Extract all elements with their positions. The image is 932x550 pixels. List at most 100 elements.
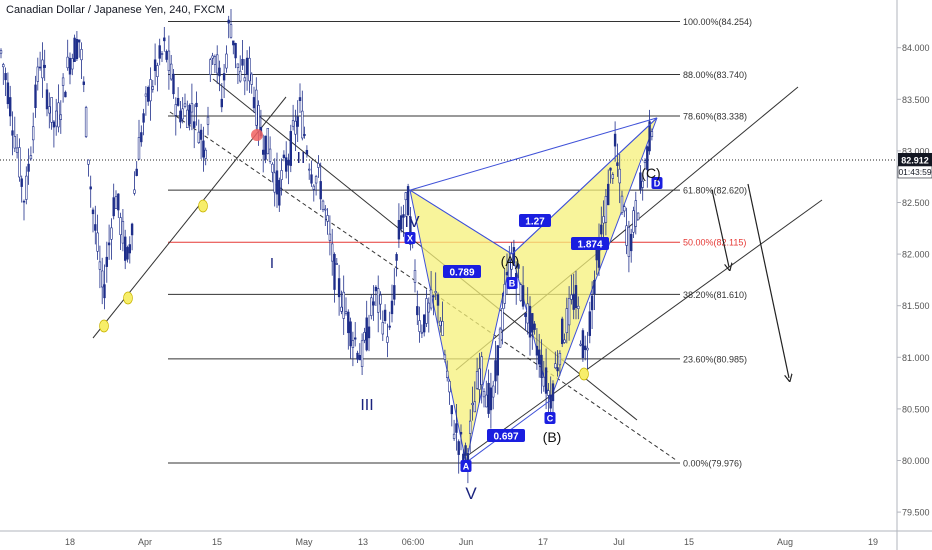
candle-body [399,215,403,230]
time-tick-label: 17 [538,537,548,547]
forecast-arrow [711,189,729,267]
candle-body [296,116,299,127]
candle-body [48,106,51,114]
candle-body [140,132,143,143]
ratio-label-bg [443,265,481,278]
candle-body [289,131,292,166]
ratio-label-bg [487,429,525,442]
time-tick-label: 06:00 [402,537,425,547]
candle-body [227,19,230,24]
candle-body [365,317,368,351]
price-tick-label: 82.500 [902,198,930,208]
candle-body [402,214,405,218]
candle-body [43,64,46,68]
candle-body [317,163,320,168]
candle-body [501,308,504,331]
candle-body [547,390,550,396]
candle-body [87,159,90,165]
candle-body [650,131,654,138]
fib-label: 50.00%(82.115) [683,238,746,248]
candle-body [370,297,373,316]
candle-body [4,73,7,81]
candle-body [84,107,88,137]
candle-body [209,59,212,75]
candle-body [643,160,647,163]
candle-body [600,224,603,235]
candle-body [239,70,242,82]
candle-body [358,355,361,361]
candle-body [390,300,394,315]
candle-body [190,103,194,113]
candle-body [602,216,605,224]
candle-body [206,116,210,125]
point-marker-x[interactable] [404,232,416,244]
candle-body [303,134,306,136]
point-marker-c[interactable] [544,412,556,424]
wave-label: III [360,397,373,414]
fib-label: 100.00%(84.254) [683,17,752,27]
wave-label: I [270,255,274,272]
candle-body [478,368,481,390]
candle-body [261,149,265,155]
candle-body [524,313,527,317]
price-tick-label: 83.000 [902,146,930,156]
time-tick-label: Jun [459,537,474,547]
candle-body [20,178,23,187]
point-marker-b[interactable] [506,277,518,289]
candle-body [381,322,384,335]
candle-body [298,97,302,101]
candle-body [307,168,311,171]
candle-body [565,308,569,334]
candle-body [160,53,164,55]
ratio-label: 1.874 [577,240,602,251]
candle-body [646,146,649,170]
candle-body [271,163,274,173]
candle-body [383,309,387,321]
candle-body [588,311,592,336]
candle-body [176,97,180,106]
candle-body [367,326,371,339]
wave-label: IV [404,214,419,231]
candle-body [73,37,76,62]
ratio-label-bg [571,237,609,250]
pivot-marker [579,367,589,381]
candle-body [22,200,26,203]
candle-body [11,130,14,136]
candle-body [494,360,497,382]
candle-body [89,186,92,190]
pivot-marker [99,319,109,333]
candle-body [284,157,288,172]
candle-body [213,56,217,65]
candle-body [351,340,355,348]
point-marker-a[interactable] [460,460,472,472]
price-tick-label: 80.500 [902,404,930,414]
candle-body [427,302,430,313]
candle-body [583,345,587,351]
candle-body [64,91,67,98]
candle-body [174,104,177,116]
candle-body [464,445,467,456]
candle-body [149,79,152,102]
candle-body [487,382,490,414]
candle-body [468,420,472,434]
fib-label: 61.80%(82.620) [683,186,747,196]
candle-body [156,65,159,77]
candle-body [413,270,417,283]
candle-body [294,120,297,135]
candle-body [183,103,187,107]
candle-body [505,272,509,276]
point-marker-d[interactable] [651,177,663,189]
time-tick-label: 15 [212,537,222,547]
candle-body [13,136,16,149]
fib-label: 38.20%(81.610) [683,290,747,300]
candle-body [623,206,626,212]
candle-body [45,89,49,110]
candle-body [41,59,44,79]
candle-body [301,110,304,139]
candle-body [211,55,214,59]
candle-body [496,345,499,376]
candle-body [586,347,589,351]
